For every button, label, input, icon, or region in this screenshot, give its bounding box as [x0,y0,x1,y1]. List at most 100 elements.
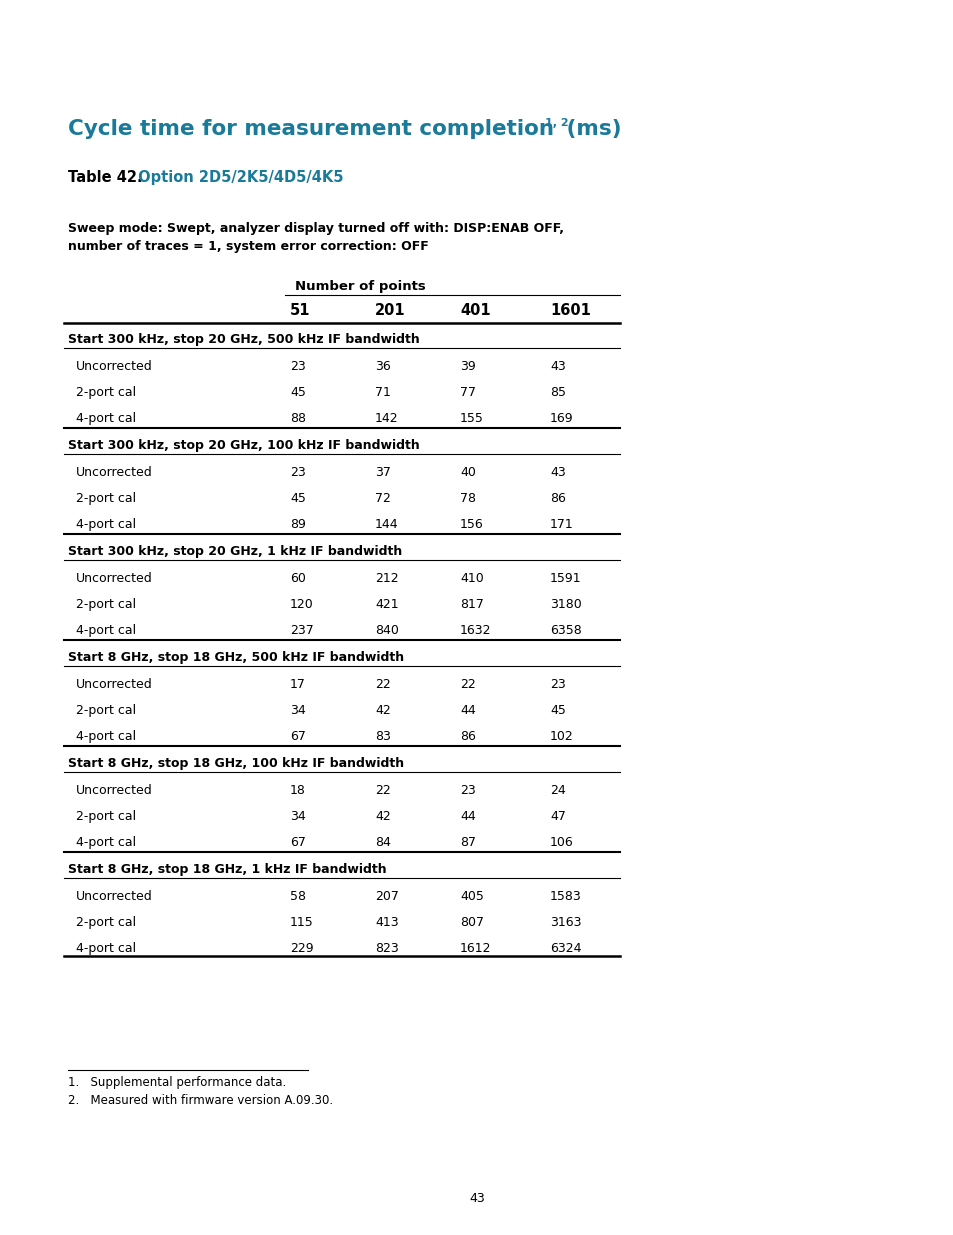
Text: 77: 77 [459,387,476,399]
Text: 3163: 3163 [550,916,581,929]
Text: 43: 43 [550,359,565,373]
Text: 86: 86 [459,730,476,743]
Text: 22: 22 [459,678,476,692]
Text: 72: 72 [375,492,391,505]
Text: 45: 45 [290,492,306,505]
Text: 85: 85 [550,387,565,399]
Text: 6324: 6324 [550,942,581,955]
Text: 421: 421 [375,598,398,611]
Text: 43: 43 [469,1192,484,1205]
Text: 42: 42 [375,810,391,823]
Text: 4-port cal: 4-port cal [76,836,136,848]
Text: Number of points: Number of points [294,280,425,293]
Text: 817: 817 [459,598,483,611]
Text: 34: 34 [290,810,305,823]
Text: 4-port cal: 4-port cal [76,942,136,955]
Text: 823: 823 [375,942,398,955]
Text: 23: 23 [290,359,305,373]
Text: 1591: 1591 [550,572,581,585]
Text: 142: 142 [375,412,398,425]
Text: 45: 45 [290,387,306,399]
Text: 42: 42 [375,704,391,718]
Text: 1601: 1601 [550,303,590,317]
Text: 4-port cal: 4-port cal [76,517,136,531]
Text: Cycle time for measurement completion: Cycle time for measurement completion [68,119,554,140]
Text: Uncorrected: Uncorrected [76,678,152,692]
Text: 4-port cal: 4-port cal [76,730,136,743]
Text: 2-port cal: 2-port cal [76,387,136,399]
Text: 2-port cal: 2-port cal [76,598,136,611]
Text: 6358: 6358 [550,624,581,637]
Text: 43: 43 [550,466,565,479]
Text: 155: 155 [459,412,483,425]
Text: 17: 17 [290,678,306,692]
Text: 1612: 1612 [459,942,491,955]
Text: 58: 58 [290,890,306,903]
Text: Start 300 kHz, stop 20 GHz, 100 kHz IF bandwidth: Start 300 kHz, stop 20 GHz, 100 kHz IF b… [68,438,419,452]
Text: 807: 807 [459,916,483,929]
Text: number of traces = 1, system error correction: OFF: number of traces = 1, system error corre… [68,240,428,253]
Text: 2-port cal: 2-port cal [76,492,136,505]
Text: 1632: 1632 [459,624,491,637]
Text: 84: 84 [375,836,391,848]
Text: 18: 18 [290,784,306,797]
Text: 88: 88 [290,412,306,425]
Text: 201: 201 [375,303,405,317]
Text: 87: 87 [459,836,476,848]
Text: 1, 2: 1, 2 [544,119,568,128]
Text: Table 42.: Table 42. [68,170,143,185]
Text: Start 8 GHz, stop 18 GHz, 1 kHz IF bandwidth: Start 8 GHz, stop 18 GHz, 1 kHz IF bandw… [68,863,386,876]
Text: 45: 45 [550,704,565,718]
Text: Start 300 kHz, stop 20 GHz, 500 kHz IF bandwidth: Start 300 kHz, stop 20 GHz, 500 kHz IF b… [68,333,419,346]
Text: Start 8 GHz, stop 18 GHz, 500 kHz IF bandwidth: Start 8 GHz, stop 18 GHz, 500 kHz IF ban… [68,651,404,664]
Text: 67: 67 [290,836,306,848]
Text: 1583: 1583 [550,890,581,903]
Text: 171: 171 [550,517,573,531]
Text: Start 8 GHz, stop 18 GHz, 100 kHz IF bandwidth: Start 8 GHz, stop 18 GHz, 100 kHz IF ban… [68,757,404,769]
Text: 106: 106 [550,836,573,848]
Text: 120: 120 [290,598,314,611]
Text: 86: 86 [550,492,565,505]
Text: 144: 144 [375,517,398,531]
Text: 23: 23 [459,784,476,797]
Text: 39: 39 [459,359,476,373]
Text: 40: 40 [459,466,476,479]
Text: 2-port cal: 2-port cal [76,704,136,718]
Text: 115: 115 [290,916,314,929]
Text: 71: 71 [375,387,391,399]
Text: 229: 229 [290,942,314,955]
Text: 2.   Measured with firmware version A.09.30.: 2. Measured with firmware version A.09.3… [68,1094,333,1107]
Text: Uncorrected: Uncorrected [76,784,152,797]
Text: 24: 24 [550,784,565,797]
Text: 37: 37 [375,466,391,479]
Text: 83: 83 [375,730,391,743]
Text: 23: 23 [290,466,305,479]
Text: 3180: 3180 [550,598,581,611]
Text: (ms): (ms) [558,119,621,140]
Text: Sweep mode: Swept, analyzer display turned off with: DISP:ENAB OFF,: Sweep mode: Swept, analyzer display turn… [68,222,563,235]
Text: Uncorrected: Uncorrected [76,466,152,479]
Text: 47: 47 [550,810,565,823]
Text: 23: 23 [550,678,565,692]
Text: 78: 78 [459,492,476,505]
Text: 840: 840 [375,624,398,637]
Text: 60: 60 [290,572,306,585]
Text: 401: 401 [459,303,490,317]
Text: 405: 405 [459,890,483,903]
Text: 1.   Supplemental performance data.: 1. Supplemental performance data. [68,1076,286,1089]
Text: 169: 169 [550,412,573,425]
Text: 22: 22 [375,678,391,692]
Text: 410: 410 [459,572,483,585]
Text: 156: 156 [459,517,483,531]
Text: 2-port cal: 2-port cal [76,916,136,929]
Text: 207: 207 [375,890,398,903]
Text: 413: 413 [375,916,398,929]
Text: 44: 44 [459,810,476,823]
Text: 51: 51 [290,303,310,317]
Text: Uncorrected: Uncorrected [76,572,152,585]
Text: 2-port cal: 2-port cal [76,810,136,823]
Text: 34: 34 [290,704,305,718]
Text: 4-port cal: 4-port cal [76,624,136,637]
Text: 4-port cal: 4-port cal [76,412,136,425]
Text: 89: 89 [290,517,306,531]
